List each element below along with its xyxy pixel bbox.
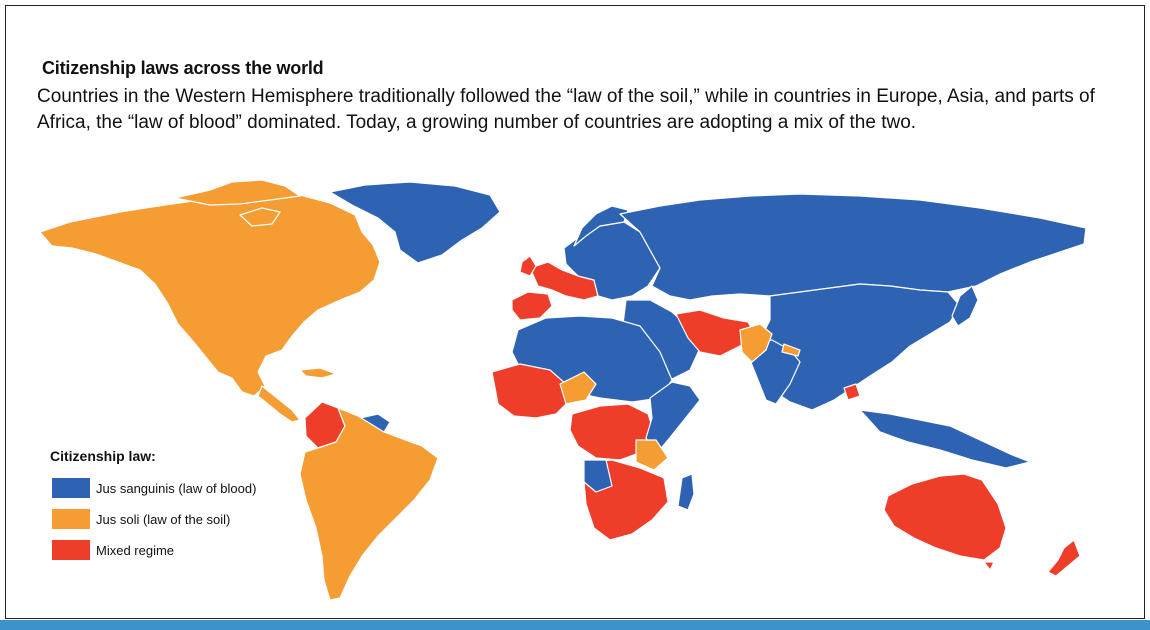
region-angola bbox=[583, 459, 613, 493]
region-australia bbox=[883, 473, 1007, 561]
legend-swatch bbox=[52, 509, 90, 529]
legend-label: Jus sanguinis (law of blood) bbox=[96, 480, 257, 496]
region-uk bbox=[519, 255, 537, 277]
legend-swatch bbox=[52, 540, 90, 560]
region-cambodia bbox=[843, 383, 861, 401]
region-north-america bbox=[39, 189, 381, 397]
region-iberia bbox=[511, 291, 553, 321]
region-canada-islands bbox=[174, 179, 301, 206]
region-russia bbox=[619, 193, 1087, 301]
region-greenland bbox=[329, 181, 501, 264]
region-india bbox=[749, 339, 801, 405]
legend-label: Jus soli (law of the soil) bbox=[96, 511, 231, 527]
accent-bar bbox=[0, 620, 1150, 630]
legend-item-jus-sanguinis: Jus sanguinis (law of blood) bbox=[50, 478, 330, 498]
legend-label: Mixed regime bbox=[96, 542, 175, 558]
region-pakistan bbox=[739, 323, 773, 363]
region-tanzania bbox=[635, 439, 669, 471]
region-nepal bbox=[781, 343, 801, 357]
legend: Citizenship law: Jus sanguinis (law of b… bbox=[50, 448, 330, 571]
legend-item-mixed-regime: Mixed regime bbox=[50, 540, 330, 560]
legend-item-jus-soli: Jus soli (law of the soil) bbox=[50, 509, 330, 529]
region-west-africa bbox=[491, 363, 569, 419]
region-southeast-asia bbox=[859, 409, 1031, 469]
region-east-africa bbox=[645, 381, 701, 455]
region-madagascar bbox=[677, 473, 695, 511]
region-caribbean bbox=[299, 367, 337, 379]
legend-swatch bbox=[52, 478, 90, 498]
region-japan bbox=[951, 285, 979, 327]
region-central-america bbox=[257, 385, 301, 423]
region-canada-islands-2 bbox=[239, 207, 281, 227]
region-tasmania bbox=[983, 561, 995, 571]
region-new-zealand bbox=[1047, 539, 1081, 577]
region-nigeria bbox=[559, 371, 597, 405]
page-subtitle: Countries in the Western Hemisphere trad… bbox=[37, 86, 1095, 133]
legend-title: Citizenship law: bbox=[50, 448, 156, 464]
region-scandinavia bbox=[573, 205, 629, 247]
page-title: Citizenship laws across the world bbox=[42, 58, 324, 78]
region-south-america bbox=[299, 407, 439, 601]
